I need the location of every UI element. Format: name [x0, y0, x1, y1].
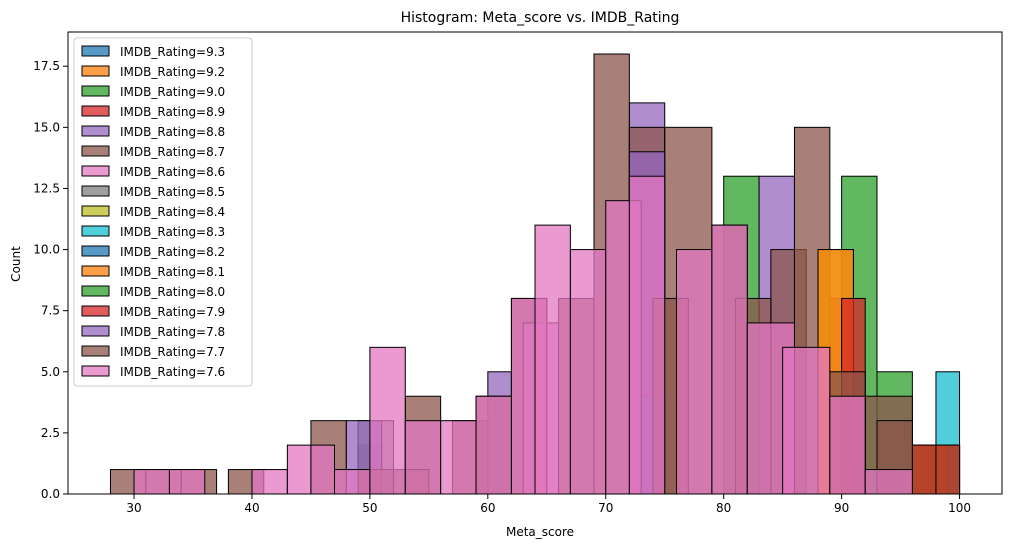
legend-entry: IMDB_Rating=8.7 [120, 145, 225, 159]
x-tick-label: 50 [362, 501, 377, 515]
histogram-bar [475, 395, 512, 495]
legend-swatch [81, 345, 110, 357]
y-tick-label: 0.0 [41, 487, 60, 501]
x-tick-label: 30 [126, 501, 141, 515]
histogram-bar [711, 224, 748, 495]
legend-swatch [81, 205, 110, 217]
x-tick-label: 80 [716, 501, 731, 515]
histogram-bar [829, 395, 866, 495]
legend-entry: IMDB_Rating=7.7 [120, 345, 225, 359]
y-tick-label: 5.0 [41, 365, 60, 379]
x-tick-label: 100 [948, 501, 971, 515]
plot-frame [67, 31, 1003, 495]
histogram-bar [628, 175, 666, 495]
chart-title: Histogram: Meta_score vs. IMDB_Rating [401, 10, 680, 26]
histogram-bar [864, 469, 913, 495]
x-tick-label: 70 [598, 501, 613, 515]
histogram-bar [404, 420, 442, 495]
histogram-bar [911, 444, 937, 495]
histogram-bar [935, 444, 961, 495]
histogram-bar [440, 420, 477, 495]
y-tick-label: 7.5 [41, 304, 60, 318]
legend-entry: IMDB_Rating=8.0 [120, 285, 225, 299]
legend-entry: IMDB_Rating=8.1 [120, 265, 225, 279]
legend-swatch [81, 165, 110, 177]
x-tick-label: 40 [244, 501, 259, 515]
legend-entry: IMDB_Rating=8.4 [120, 205, 225, 219]
histogram-bar [569, 249, 607, 495]
histogram-bar [534, 224, 571, 495]
legend-swatch [81, 65, 110, 77]
legend-swatch [81, 305, 110, 317]
legend-swatch [81, 185, 110, 197]
y-tick-label: 17.5 [33, 59, 60, 73]
y-tick-label: 12.5 [33, 181, 60, 195]
legend-swatch [81, 85, 110, 97]
legend-swatch [81, 265, 110, 277]
histogram-bar [168, 469, 206, 495]
legend-swatch [81, 325, 110, 337]
x-axis-label: Meta_score [506, 525, 574, 539]
histogram-bar [251, 469, 288, 495]
histogram-bar [782, 346, 831, 495]
histogram-bar [310, 444, 336, 495]
x-tick-label: 90 [834, 501, 849, 515]
y-tick-label: 2.5 [41, 426, 60, 440]
legend-entry: IMDB_Rating=8.5 [120, 185, 225, 199]
legend-swatch [81, 145, 110, 157]
legend-swatch [81, 105, 110, 117]
legend-entry: IMDB_Rating=9.3 [120, 45, 225, 59]
legend-swatch [81, 285, 110, 297]
legend-entry: IMDB_Rating=9.2 [120, 65, 225, 79]
legend-entry: IMDB_Rating=7.9 [120, 305, 225, 319]
legend-entry: IMDB_Rating=7.8 [120, 325, 225, 339]
legend-entry: IMDB_Rating=9.0 [120, 85, 225, 99]
histogram-bar [676, 249, 713, 495]
legend-swatch [81, 225, 110, 237]
y-axis-label: Count [9, 246, 23, 282]
histogram-bar [369, 346, 406, 495]
legend-entry: IMDB_Rating=8.3 [120, 225, 225, 239]
legend-swatch [81, 365, 110, 377]
histogram-bar [334, 469, 371, 495]
y-tick-label: 10.0 [33, 243, 60, 257]
histogram-bar [133, 469, 170, 495]
legend-entry: IMDB_Rating=8.8 [120, 125, 225, 139]
y-tick-label: 15.0 [33, 120, 60, 134]
legend-entry: IMDB_Rating=8.9 [120, 105, 225, 119]
legend-swatch [81, 245, 110, 257]
histogram-bar [286, 444, 312, 495]
legend-swatch [81, 45, 110, 57]
legend-entry: IMDB_Rating=7.6 [120, 365, 225, 379]
legend-entry: IMDB_Rating=8.2 [120, 245, 225, 259]
legend-box [73, 37, 253, 387]
legend-entry: IMDB_Rating=8.6 [120, 165, 225, 179]
x-tick-label: 60 [480, 501, 495, 515]
legend-swatch [81, 125, 110, 137]
